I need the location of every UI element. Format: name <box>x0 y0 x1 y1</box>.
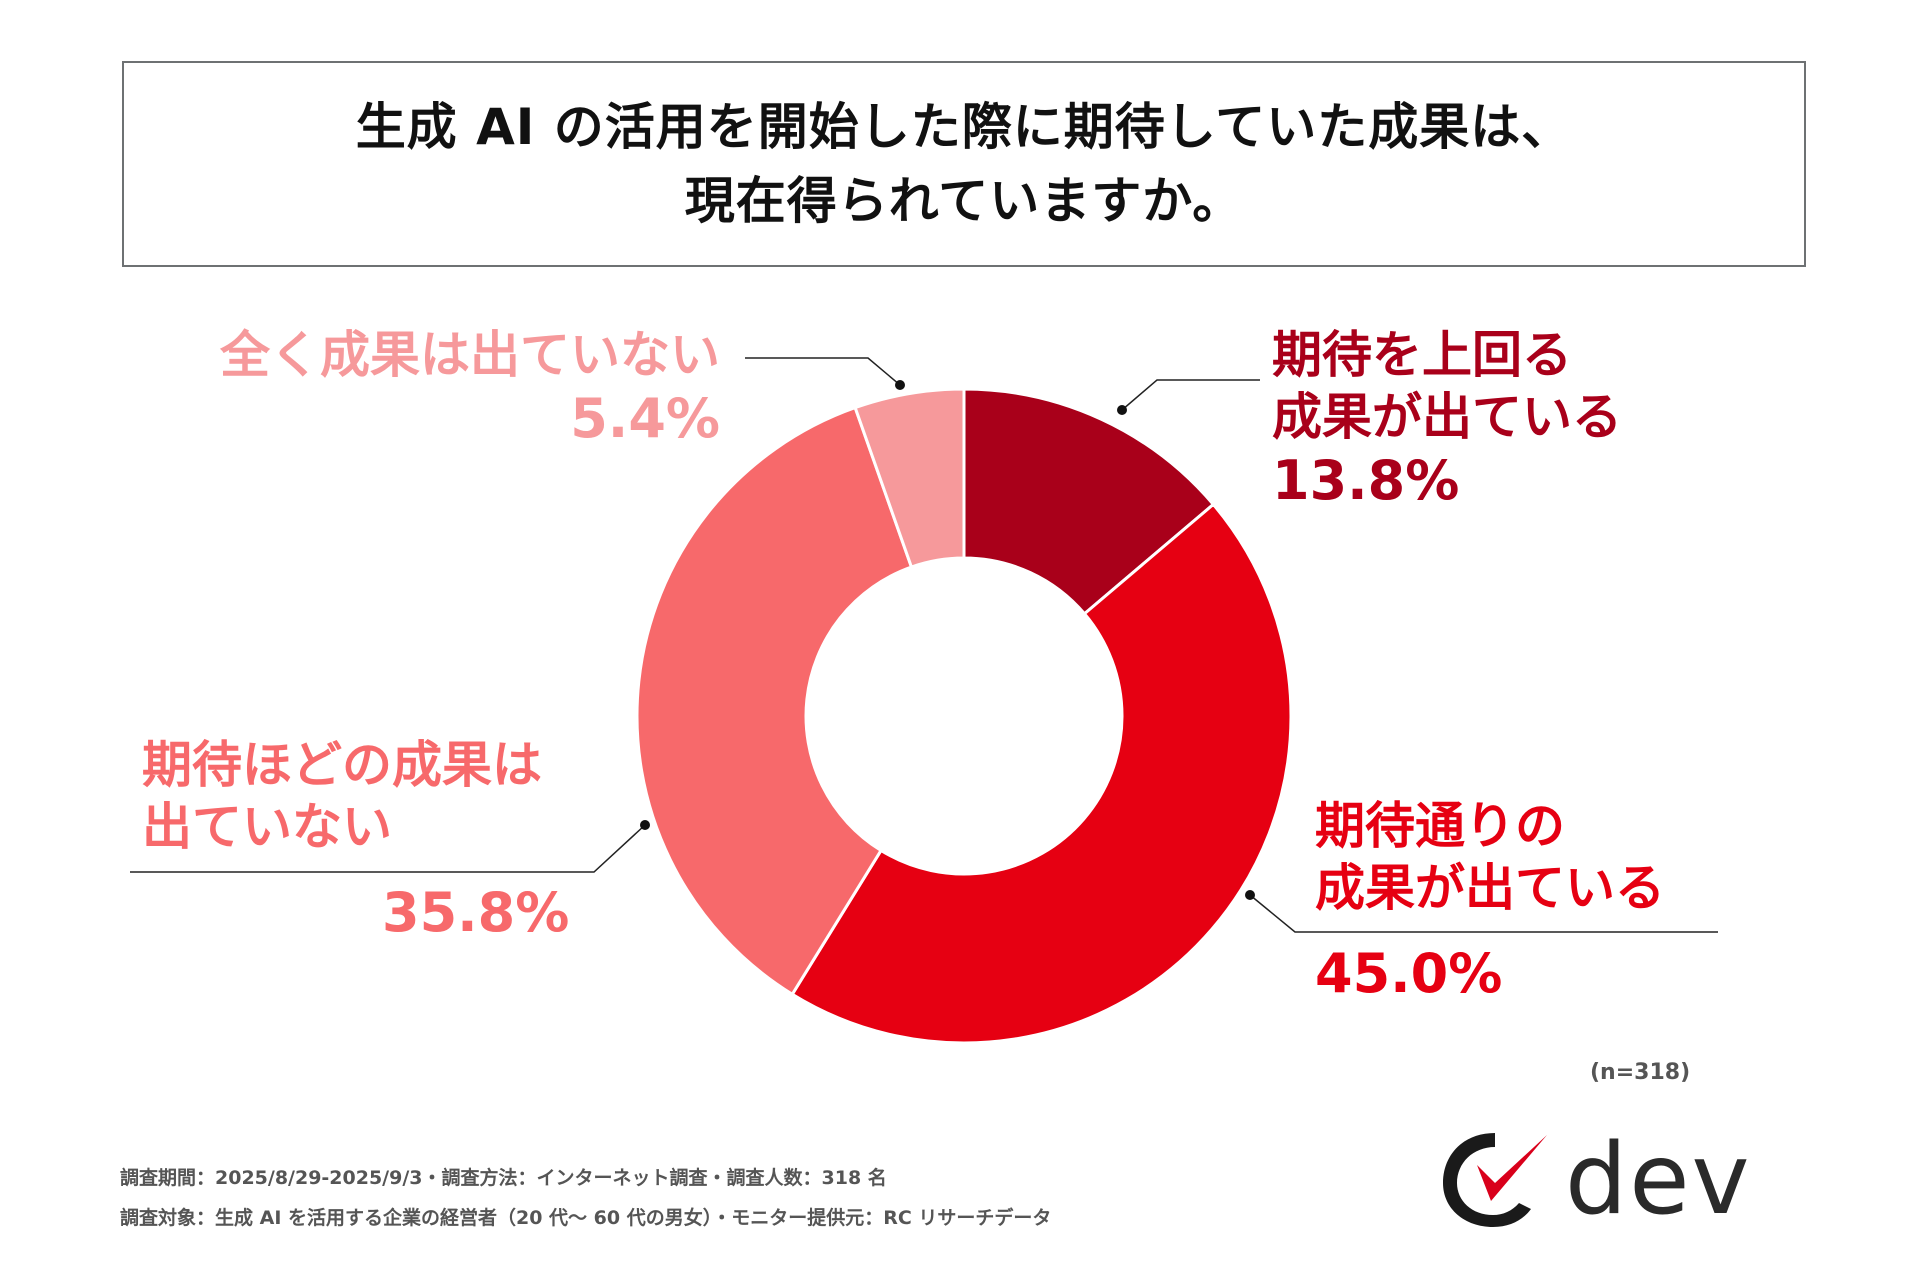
sample-size: (n=318) <box>1590 1060 1691 1085</box>
label-no-results-value: 5.4% <box>570 387 720 450</box>
footer-line-1: 調査期間：2025/8/29-2025/9/3・調査方法：インターネット調査・調… <box>120 1167 887 1189</box>
label-exceeded: 期待を上回る 成果が出ている 13.8% <box>1272 324 1622 514</box>
slice-as-expected <box>790 502 1293 1045</box>
chart-title-line-1: 生成 AI の活用を開始した際に期待していた成果は、 <box>355 98 1573 156</box>
label-as-expected-value: 45.0% <box>1315 942 1503 1005</box>
leader-below-expectation-dot <box>640 820 650 830</box>
leader-as-expected <box>1249 894 1718 933</box>
chart-title-line-2: 現在得られていますか。 <box>684 172 1244 230</box>
dev-logo: dev <box>1435 1125 1752 1235</box>
label-as-expected: 期待通りの 成果が出ている 45.0% <box>1315 795 1665 1007</box>
leader-exceeded-dot <box>1117 405 1127 415</box>
leader-no-results-dot <box>895 380 905 390</box>
logo-text: dev <box>1565 1123 1752 1237</box>
leader-no-results <box>745 357 901 386</box>
label-below-line-2: 出ていない <box>142 798 392 856</box>
leader-below-expectation <box>130 824 646 873</box>
leader-exceeded <box>1121 379 1260 411</box>
logo-mark-icon <box>1443 1133 1547 1227</box>
leader-as-expected-dot <box>1245 890 1255 900</box>
label-below-value: 35.8% <box>382 881 570 944</box>
label-no-results: 全く成果は出ていない 5.4% <box>165 324 720 452</box>
label-no-results-line-1: 全く成果は出ていない <box>220 326 720 384</box>
label-as-expected-line-2: 成果が出ている <box>1315 859 1665 917</box>
slice-exceeded <box>962 387 1216 616</box>
label-exceeded-value: 13.8% <box>1272 449 1460 512</box>
label-below-expectation: 期待ほどの成果は 出ていない 35.8% <box>142 734 569 946</box>
slice-no-results <box>853 387 966 569</box>
label-below-line-1: 期待ほどの成果は <box>142 736 542 794</box>
title-box: 生成 AI の活用を開始した際に期待していた成果は、 現在得られていますか。 <box>122 61 1806 267</box>
label-exceeded-line-1: 期待を上回る <box>1272 326 1572 384</box>
label-exceeded-line-2: 成果が出ている <box>1272 388 1622 446</box>
slice-below-expectation <box>635 405 914 997</box>
label-as-expected-line-1: 期待通りの <box>1315 797 1565 855</box>
footer-line-2: 調査対象：生成 AI を活用する企業の経営者（20 代〜 60 代の男女）・モニ… <box>120 1207 1052 1229</box>
